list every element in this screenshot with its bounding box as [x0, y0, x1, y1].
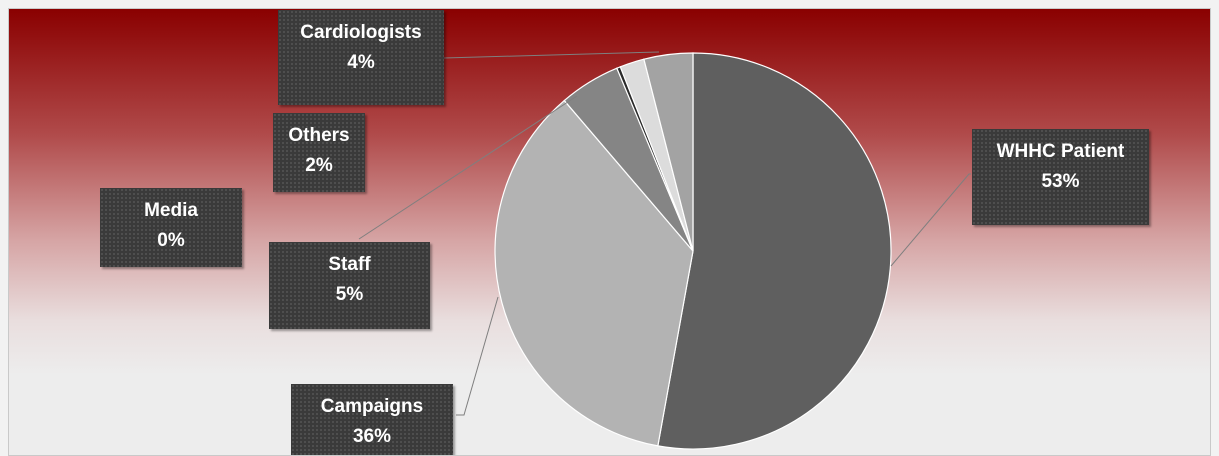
chart-area: WHHC Patient 53% Campaigns 36% Staff 5% … [8, 8, 1211, 456]
slice-value-cardiologists: 4% [347, 52, 375, 73]
data-label-campaigns: Campaigns 36% [291, 384, 453, 455]
slice-value-staff: 5% [335, 284, 364, 305]
pie-chart [358, 51, 971, 450]
data-label-cardiologists: Cardiologists 4% [278, 10, 444, 105]
slice-label-others: Others [288, 125, 350, 146]
slice-value-campaigns: 36% [352, 426, 392, 447]
pie-slice-whhc-patient [657, 52, 892, 450]
leader-line-staff [358, 95, 578, 240]
slice-value-media: 0% [157, 230, 185, 251]
slice-label-staff: Staff [328, 254, 371, 275]
slice-label-campaigns: Campaigns [320, 396, 424, 417]
slice-value-whhc-patient: 53% [1041, 171, 1080, 192]
data-label-whhc-patient: WHHC Patient 53% [972, 129, 1149, 225]
data-label-others: Others 2% [273, 113, 365, 192]
slice-label-media: Media [144, 200, 198, 221]
leader-line-whhc-patient [890, 173, 971, 267]
leader-line-campaigns [456, 296, 499, 416]
slice-label-cardiologists: Cardiologists [300, 22, 422, 43]
slice-label-whhc-patient: WHHC Patient [996, 141, 1125, 162]
data-label-media: Media 0% [100, 188, 242, 267]
pie-slice-campaigns [494, 99, 694, 447]
pie-slice-cardiologists [643, 52, 694, 252]
leader-line-cardiologists [443, 51, 660, 59]
slice-value-others: 2% [305, 155, 333, 176]
data-label-staff: Staff 5% [269, 242, 430, 329]
